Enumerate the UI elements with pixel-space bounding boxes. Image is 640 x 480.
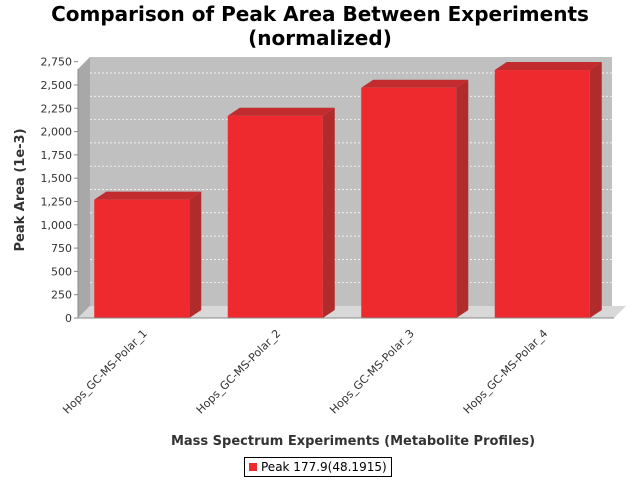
y-axis-label: Peak Area (1e-3) bbox=[13, 128, 28, 251]
legend-swatch bbox=[249, 463, 257, 471]
chart-title-line-2: (normalized) bbox=[248, 26, 392, 50]
y-tick-label: 1,500 bbox=[41, 172, 73, 185]
bar-top bbox=[494, 62, 602, 71]
plot-side-wall bbox=[78, 57, 90, 318]
y-tick-label: 750 bbox=[51, 242, 72, 255]
y-tick-label: 2,000 bbox=[41, 126, 73, 139]
bar-top bbox=[94, 191, 202, 200]
bar-front bbox=[94, 199, 190, 318]
plot-floor bbox=[78, 306, 626, 318]
bar bbox=[227, 107, 335, 318]
bar bbox=[361, 79, 469, 318]
x-tick-label: Hops_GC-MS-Polar_2 bbox=[194, 327, 284, 417]
x-axis: Hops_GC-MS-Polar_1 Hops_GC-MS-Polar_2 Hops… bbox=[60, 317, 614, 417]
x-tick-label: Hops_GC-MS-Polar_3 bbox=[327, 327, 417, 417]
x-axis-label: Mass Spectrum Experiments (Metabolite Pr… bbox=[171, 434, 535, 449]
bar-front bbox=[227, 115, 323, 318]
legend-label: Peak 177.9(48.1915) bbox=[261, 460, 387, 474]
bar-front bbox=[494, 70, 590, 318]
bar bbox=[494, 62, 602, 318]
bar-top bbox=[361, 79, 469, 88]
y-tick-label: 0 bbox=[65, 312, 72, 325]
bar-side bbox=[322, 107, 335, 318]
y-axis: 0 250 500 750 1,000 1,250 1,500 1,750 2,000 2,250… bbox=[41, 56, 79, 325]
bars bbox=[94, 62, 602, 318]
y-tick-label: 2,250 bbox=[41, 102, 73, 115]
bar-top bbox=[227, 107, 335, 116]
y-tick-label: 2,750 bbox=[41, 56, 73, 69]
y-tick-label: 1,750 bbox=[41, 149, 73, 162]
x-tick-label: Hops_GC-MS-Polar_1 bbox=[60, 327, 150, 417]
bar bbox=[94, 191, 202, 318]
y-tick-label: 250 bbox=[51, 289, 72, 302]
y-tick-label: 1,250 bbox=[41, 195, 73, 208]
y-tick-label: 2,500 bbox=[41, 79, 73, 92]
bar-side bbox=[189, 191, 202, 318]
legend: Peak 177.9(48.1915) bbox=[244, 457, 392, 477]
bar-side bbox=[456, 79, 469, 318]
chart-title: Comparison of Peak Area Between Experime… bbox=[0, 2, 640, 50]
bar-front bbox=[361, 87, 457, 318]
y-tick-label: 500 bbox=[51, 265, 72, 278]
bar-side bbox=[589, 62, 602, 318]
y-tick-label: 1,000 bbox=[41, 219, 73, 232]
x-tick-label: Hops_GC-MS-Polar_4 bbox=[461, 327, 551, 417]
chart-title-line-1: Comparison of Peak Area Between Experime… bbox=[51, 2, 589, 26]
